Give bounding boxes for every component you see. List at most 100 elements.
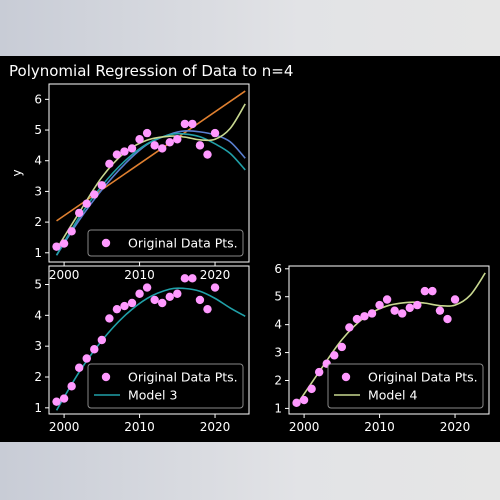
- data-point: [135, 289, 144, 298]
- data-point: [450, 295, 460, 304]
- x-tick-label: 2020: [200, 420, 231, 434]
- legend-label: Model 3: [128, 388, 177, 403]
- data-point: [360, 312, 369, 321]
- data-point: [82, 354, 91, 363]
- data-point: [195, 141, 205, 150]
- y-tick-label: 1: [34, 246, 42, 260]
- y-tick-label: 2: [34, 215, 42, 229]
- legend: Original Data Pts. Model 3: [87, 363, 244, 409]
- legend: Original Data Pts.: [87, 229, 244, 257]
- data-point: [413, 300, 422, 310]
- data-point: [90, 345, 99, 354]
- data-point: [90, 190, 99, 199]
- data-point: [67, 227, 76, 236]
- y-tick-label: 4: [274, 318, 282, 332]
- data-point: [150, 141, 159, 150]
- plot-area: [52, 274, 246, 411]
- data-point: [127, 298, 137, 308]
- data-point: [52, 242, 61, 251]
- data-point: [180, 274, 190, 283]
- data-point: [105, 159, 114, 168]
- x-tick-label: 2010: [124, 420, 155, 434]
- legend-label: Model 4: [368, 388, 418, 403]
- chart-panel-2: 2000 2010 2020 1 2 3 4 5 Original Data Pts. Model…: [34, 265, 250, 434]
- x-tick-label: 2000: [49, 268, 80, 282]
- y-tick-label: 3: [274, 346, 282, 360]
- data-point: [112, 304, 122, 314]
- plot-area: [52, 90, 246, 256]
- axes-frame: [288, 265, 490, 415]
- x-tick-label: 2020: [200, 268, 231, 282]
- legend-marker-points: [101, 238, 111, 248]
- y-tick-label: 4: [34, 308, 42, 322]
- legend-marker-points: [101, 372, 111, 382]
- data-point: [97, 335, 107, 345]
- data-point: [188, 119, 197, 129]
- x-tick-label: 2000: [289, 420, 320, 434]
- data-point: [173, 289, 182, 298]
- data-point: [158, 298, 167, 308]
- y-axis-label: y: [10, 169, 24, 176]
- data-point: [314, 367, 324, 377]
- y-tick-label: 3: [34, 339, 42, 353]
- data-point: [188, 274, 197, 283]
- data-point: [443, 314, 452, 324]
- data-point: [352, 314, 362, 324]
- data-point: [292, 398, 301, 408]
- data-point: [67, 382, 76, 391]
- data-point: [420, 286, 430, 296]
- data-point: [367, 309, 377, 318]
- data-point: [203, 304, 212, 314]
- data-point: [299, 395, 309, 405]
- x-tick-label: 2010: [364, 420, 395, 434]
- data-point: [195, 295, 205, 305]
- legend-label: Original Data Pts.: [368, 370, 478, 385]
- plot-area: [292, 272, 486, 408]
- legend-label: Original Data Pts.: [128, 370, 238, 385]
- data-point: [135, 135, 144, 144]
- figure: Polynomial Regression of Data to n=4 200…: [0, 56, 500, 442]
- data-point: [112, 150, 122, 159]
- data-point: [97, 181, 107, 190]
- data-point: [382, 295, 392, 304]
- data-point: [74, 363, 84, 372]
- y-tick-label: 1: [274, 401, 282, 415]
- data-point: [375, 300, 384, 310]
- data-point: [105, 314, 114, 323]
- y-tick-label: 5: [274, 290, 282, 304]
- x-tick-label: 2020: [440, 420, 471, 434]
- legend-label: Original Data Pts.: [128, 236, 238, 251]
- y-tick-label: 5: [34, 123, 42, 137]
- data-point: [307, 384, 316, 394]
- data-point: [210, 128, 220, 138]
- y-tick-label: 5: [34, 278, 42, 292]
- y-tick-label: 6: [34, 92, 42, 106]
- data-point: [428, 286, 437, 296]
- data-point: [337, 342, 347, 352]
- legend-marker-points: [341, 372, 351, 382]
- data-point: [150, 295, 159, 305]
- data-point: [59, 239, 69, 248]
- data-point: [345, 323, 354, 332]
- data-point: [158, 144, 167, 153]
- y-tick-label: 4: [34, 154, 42, 168]
- data-point: [165, 138, 174, 147]
- data-point: [59, 394, 69, 403]
- x-tick-label: 2010: [124, 268, 155, 282]
- figure-title: Polynomial Regression of Data to n=4: [9, 62, 294, 80]
- y-tick-label: 2: [34, 370, 42, 384]
- chart-panel-1: 2000 2010 2020 1 2 3 4 5 6 y Original Data Pts.: [10, 83, 250, 282]
- data-point: [120, 147, 129, 156]
- axes-frame: [48, 83, 250, 263]
- y-tick-label: 6: [274, 262, 282, 276]
- data-point: [82, 199, 91, 208]
- data-point: [142, 128, 152, 138]
- legend-box: [87, 229, 244, 257]
- y-tick-label: 1: [34, 401, 42, 415]
- axes-frame: [48, 265, 250, 415]
- data-point: [165, 292, 174, 302]
- y-tick-label: 3: [34, 184, 42, 198]
- data-point: [203, 150, 212, 159]
- model-4-line: [55, 103, 246, 250]
